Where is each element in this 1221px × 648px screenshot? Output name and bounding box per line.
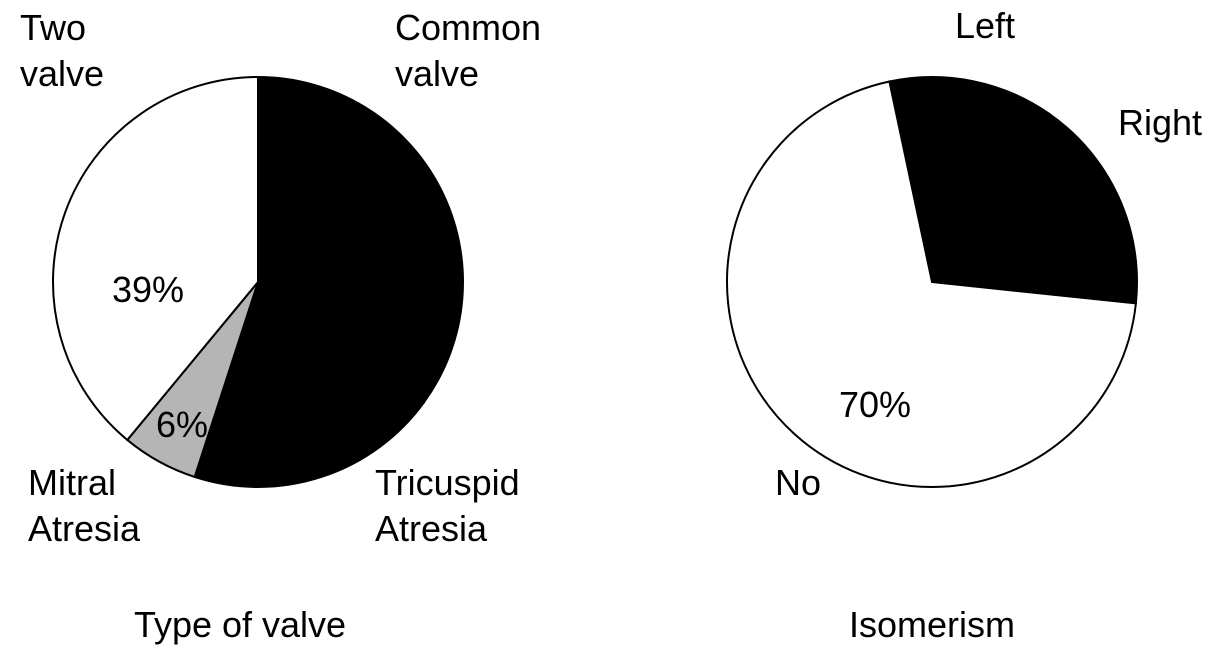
category-label: Mitral Atresia: [28, 462, 141, 549]
pie-slice: [193, 280, 426, 488]
pie-slice: [257, 75, 464, 404]
value-label: 39%: [112, 269, 184, 310]
pie-slice: [930, 112, 1138, 305]
category-label: Right: [1118, 102, 1202, 143]
pie-slice: [52, 75, 259, 442]
value-label: 35%: [334, 199, 406, 240]
chart-title: Isomerism: [849, 604, 1015, 645]
category-label: Tricuspid Atresia: [375, 462, 520, 549]
pie-slice: [888, 76, 1051, 285]
value-label: 20%: [279, 404, 351, 445]
chart-title: Type of valve: [134, 604, 346, 645]
category-label: Left: [955, 5, 1015, 46]
category-label: No: [775, 462, 821, 503]
value-label: 13%: [914, 107, 986, 148]
category-label: Two valve: [20, 7, 104, 94]
value-label: 70%: [839, 384, 911, 425]
value-label: 6%: [156, 404, 208, 445]
pie-slice: [726, 80, 1137, 488]
value-label: 17%: [1029, 169, 1101, 210]
category-label: Common valve: [395, 7, 541, 94]
